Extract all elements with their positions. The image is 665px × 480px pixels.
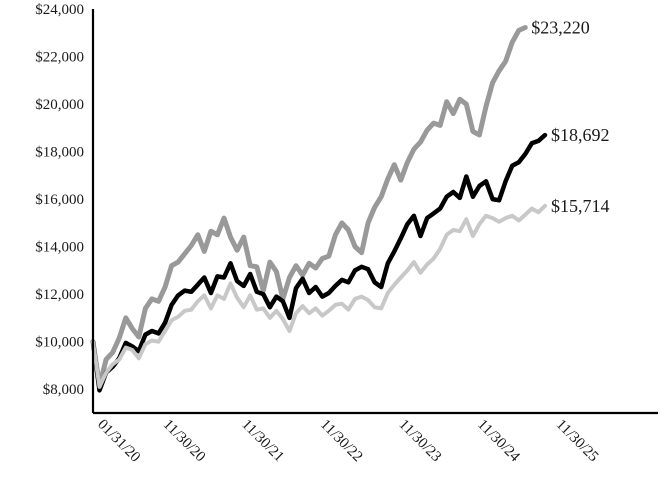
y-tick-label: $20,000: [35, 97, 84, 113]
series-line-1: [90, 25, 528, 389]
x-tick-label: 01/31/20: [94, 417, 143, 466]
series-layer: [90, 25, 548, 393]
y-tick-label: $14,000: [35, 240, 84, 256]
y-tick-label: $16,000: [35, 192, 84, 208]
series-end-label-3: $15,714: [551, 196, 610, 216]
y-tick-label: $8,000: [43, 382, 84, 398]
series-line-3: [91, 203, 547, 389]
y-tick-label: $12,000: [35, 287, 84, 303]
x-tick-label: 11/30/20: [160, 417, 209, 466]
series-end-label-2: $18,692: [551, 125, 610, 145]
y-tick-labels: $8,000 $10,000 $12,000 $14,000 $16,000 $18,00…: [35, 2, 84, 398]
y-tick-label: $22,000: [35, 50, 84, 66]
x-tick-label: 11/30/24: [474, 417, 523, 466]
x-tick-label: 11/30/22: [317, 417, 366, 466]
series-line-2: [90, 132, 548, 393]
x-tick-label: 11/30/23: [395, 417, 444, 466]
series-end-label-1: $23,220: [531, 18, 590, 38]
y-tick-label: $24,000: [35, 2, 84, 18]
x-tick-label: 11/30/21: [238, 417, 287, 466]
end-labels: $23,220 $18,692 $15,714: [531, 18, 609, 216]
x-tick-labels: 01/31/20 11/30/20 11/30/21 11/30/22 11/30/23…: [94, 417, 601, 466]
y-tick-label: $18,000: [35, 145, 84, 161]
x-tick-label: 11/30/25: [553, 417, 602, 466]
y-tick-label: $10,000: [35, 335, 84, 351]
